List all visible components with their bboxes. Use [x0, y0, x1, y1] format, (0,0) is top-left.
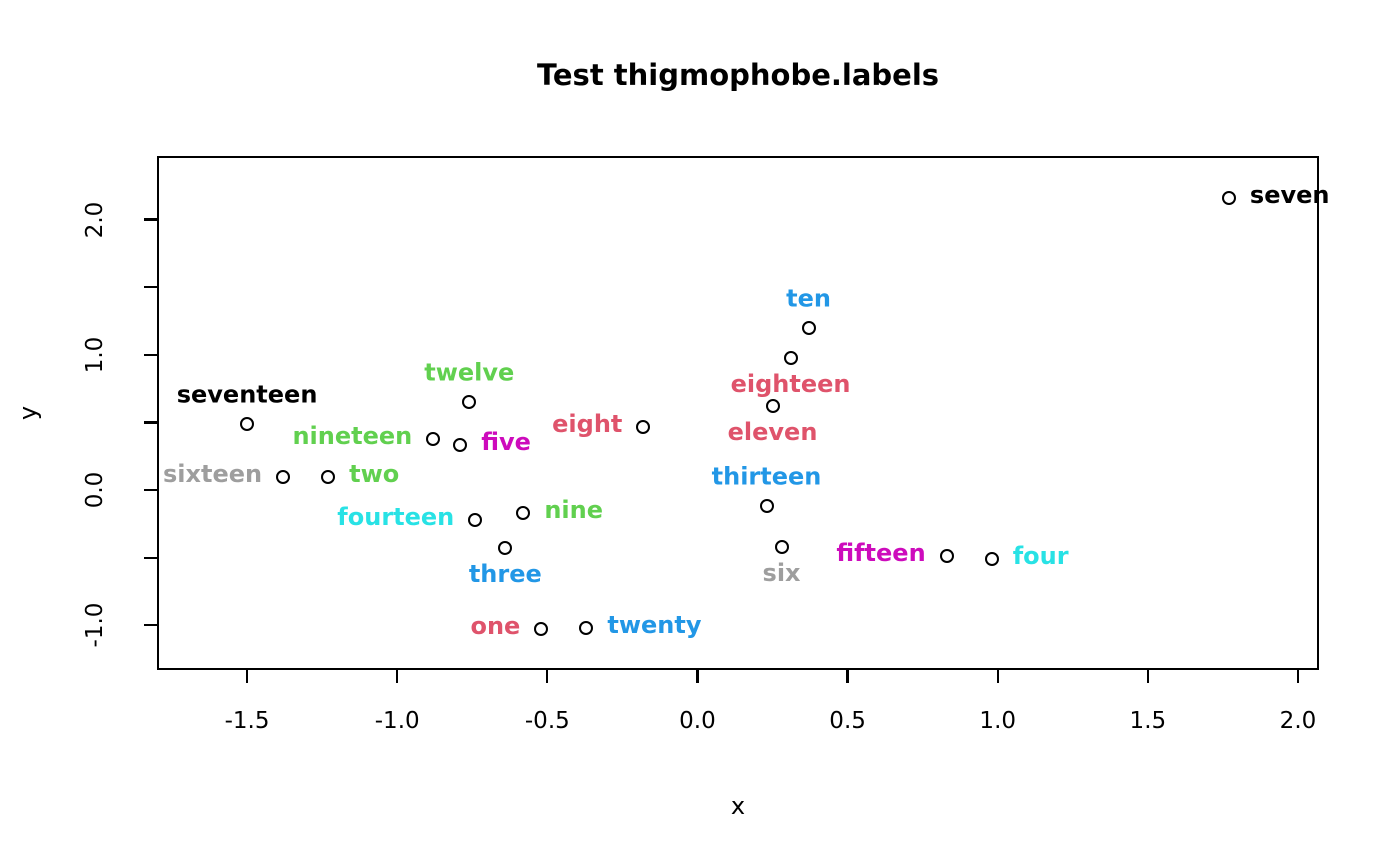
y-axis-tick — [144, 286, 157, 289]
x-tick-label: -0.5 — [524, 708, 570, 734]
y-axis-tick — [144, 421, 157, 424]
point-label: ten — [786, 284, 831, 313]
point-label: five — [481, 428, 531, 457]
x-axis-tick — [1296, 670, 1300, 683]
point-label: eleven — [727, 418, 818, 447]
y-axis-tick — [144, 556, 157, 559]
x-axis-tick — [245, 670, 249, 683]
data-point — [774, 539, 789, 554]
x-axis-label: x — [730, 792, 746, 820]
point-label: nine — [544, 496, 603, 525]
x-axis-tick — [396, 670, 399, 683]
point-label: one — [470, 612, 521, 641]
point-label: seventeen — [176, 380, 318, 409]
point-label: sixteen — [162, 459, 263, 488]
x-tick-label: -1.5 — [224, 708, 270, 734]
point-label: three — [468, 560, 542, 589]
point-label: six — [762, 558, 801, 587]
y-tick-label: 0.0 — [82, 471, 108, 509]
y-tick-label: 2.0 — [82, 201, 108, 238]
point-label: twelve — [424, 358, 515, 387]
data-point — [783, 350, 798, 365]
point-label: thirteen — [711, 462, 822, 491]
y-axis-tick — [144, 489, 157, 492]
data-point — [276, 469, 291, 484]
point-label: seven — [1249, 181, 1330, 210]
data-point — [462, 395, 477, 410]
data-point — [240, 416, 255, 431]
data-point — [984, 552, 999, 567]
y-axis-label: y — [14, 405, 42, 421]
data-point — [765, 399, 780, 414]
data-point — [801, 320, 816, 335]
data-point — [498, 541, 513, 556]
data-point — [426, 431, 441, 446]
data-point — [516, 506, 531, 521]
y-axis-tick — [144, 218, 157, 221]
x-axis-tick — [696, 670, 699, 683]
point-label: four — [1012, 542, 1069, 571]
y-axis-tick — [144, 624, 157, 627]
x-tick-label: -1.0 — [374, 708, 420, 734]
data-point — [759, 499, 774, 514]
point-label: fifteen — [836, 539, 926, 568]
x-axis-tick — [1146, 670, 1149, 683]
plot-area — [157, 156, 1319, 670]
data-point — [453, 438, 468, 453]
x-axis-tick — [546, 670, 549, 683]
point-label: eighteen — [730, 369, 851, 398]
point-label: eight — [552, 409, 623, 438]
x-axis-tick — [996, 670, 999, 683]
y-axis-tick — [144, 353, 157, 356]
data-point — [468, 512, 483, 527]
data-point — [579, 621, 594, 636]
data-point — [321, 469, 336, 484]
x-tick-label: 1.5 — [1129, 708, 1167, 734]
data-point — [534, 622, 549, 637]
x-tick-label: 0.5 — [829, 708, 866, 734]
x-tick-label: 0.0 — [679, 708, 716, 734]
x-tick-label: 2.0 — [1279, 708, 1317, 734]
x-axis-tick — [846, 670, 849, 683]
point-label: twenty — [607, 611, 702, 640]
point-label: two — [349, 459, 400, 488]
y-tick-label: -1.0 — [82, 602, 108, 648]
data-point — [1221, 190, 1236, 205]
chart-title: Test thigmophobe.labels — [536, 58, 940, 92]
point-label: nineteen — [292, 421, 413, 450]
x-tick-label: 1.0 — [979, 708, 1017, 734]
point-label: fourteen — [337, 503, 455, 532]
data-point — [636, 419, 651, 434]
data-point — [939, 549, 954, 564]
y-tick-label: 1.0 — [82, 336, 108, 374]
